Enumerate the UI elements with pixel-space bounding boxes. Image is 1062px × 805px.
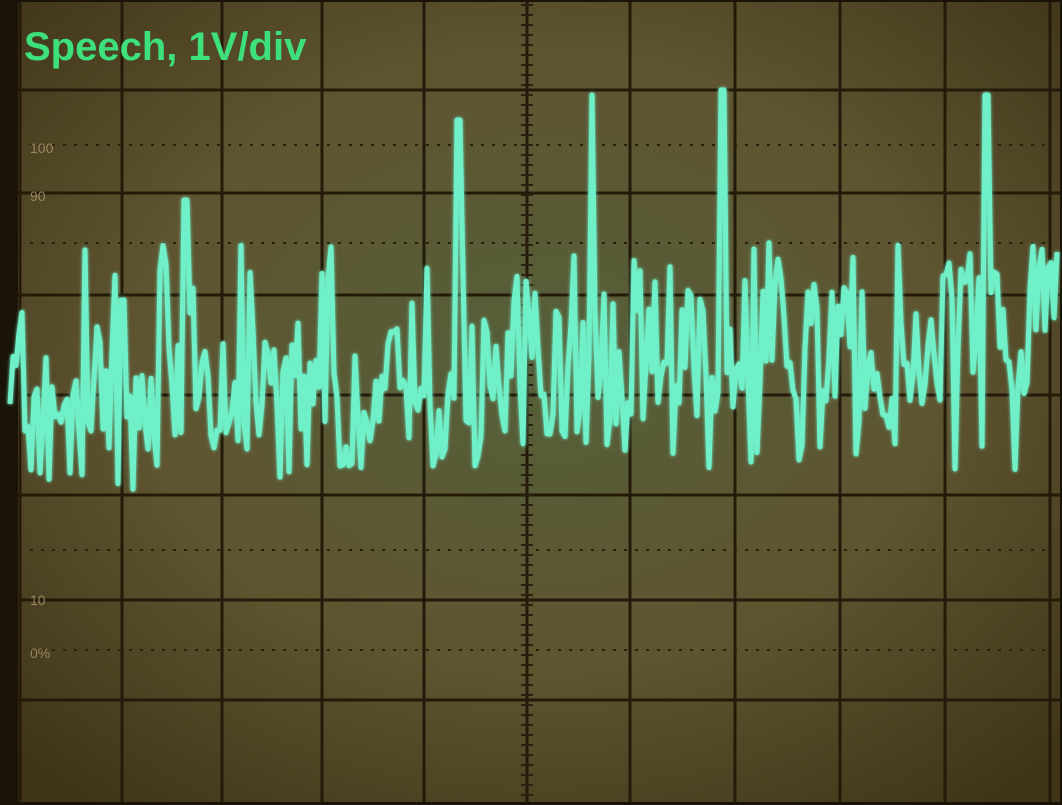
graticule-label: 0% xyxy=(30,645,50,661)
graticule-label: 90 xyxy=(30,188,46,204)
oscilloscope-screen: 100 90 10 0% Speech, 1V/div xyxy=(0,0,1062,805)
graticule-label: 10 xyxy=(30,592,46,608)
trace-title: Speech, 1V/div xyxy=(24,25,307,69)
graticule-label: 100 xyxy=(30,140,54,156)
